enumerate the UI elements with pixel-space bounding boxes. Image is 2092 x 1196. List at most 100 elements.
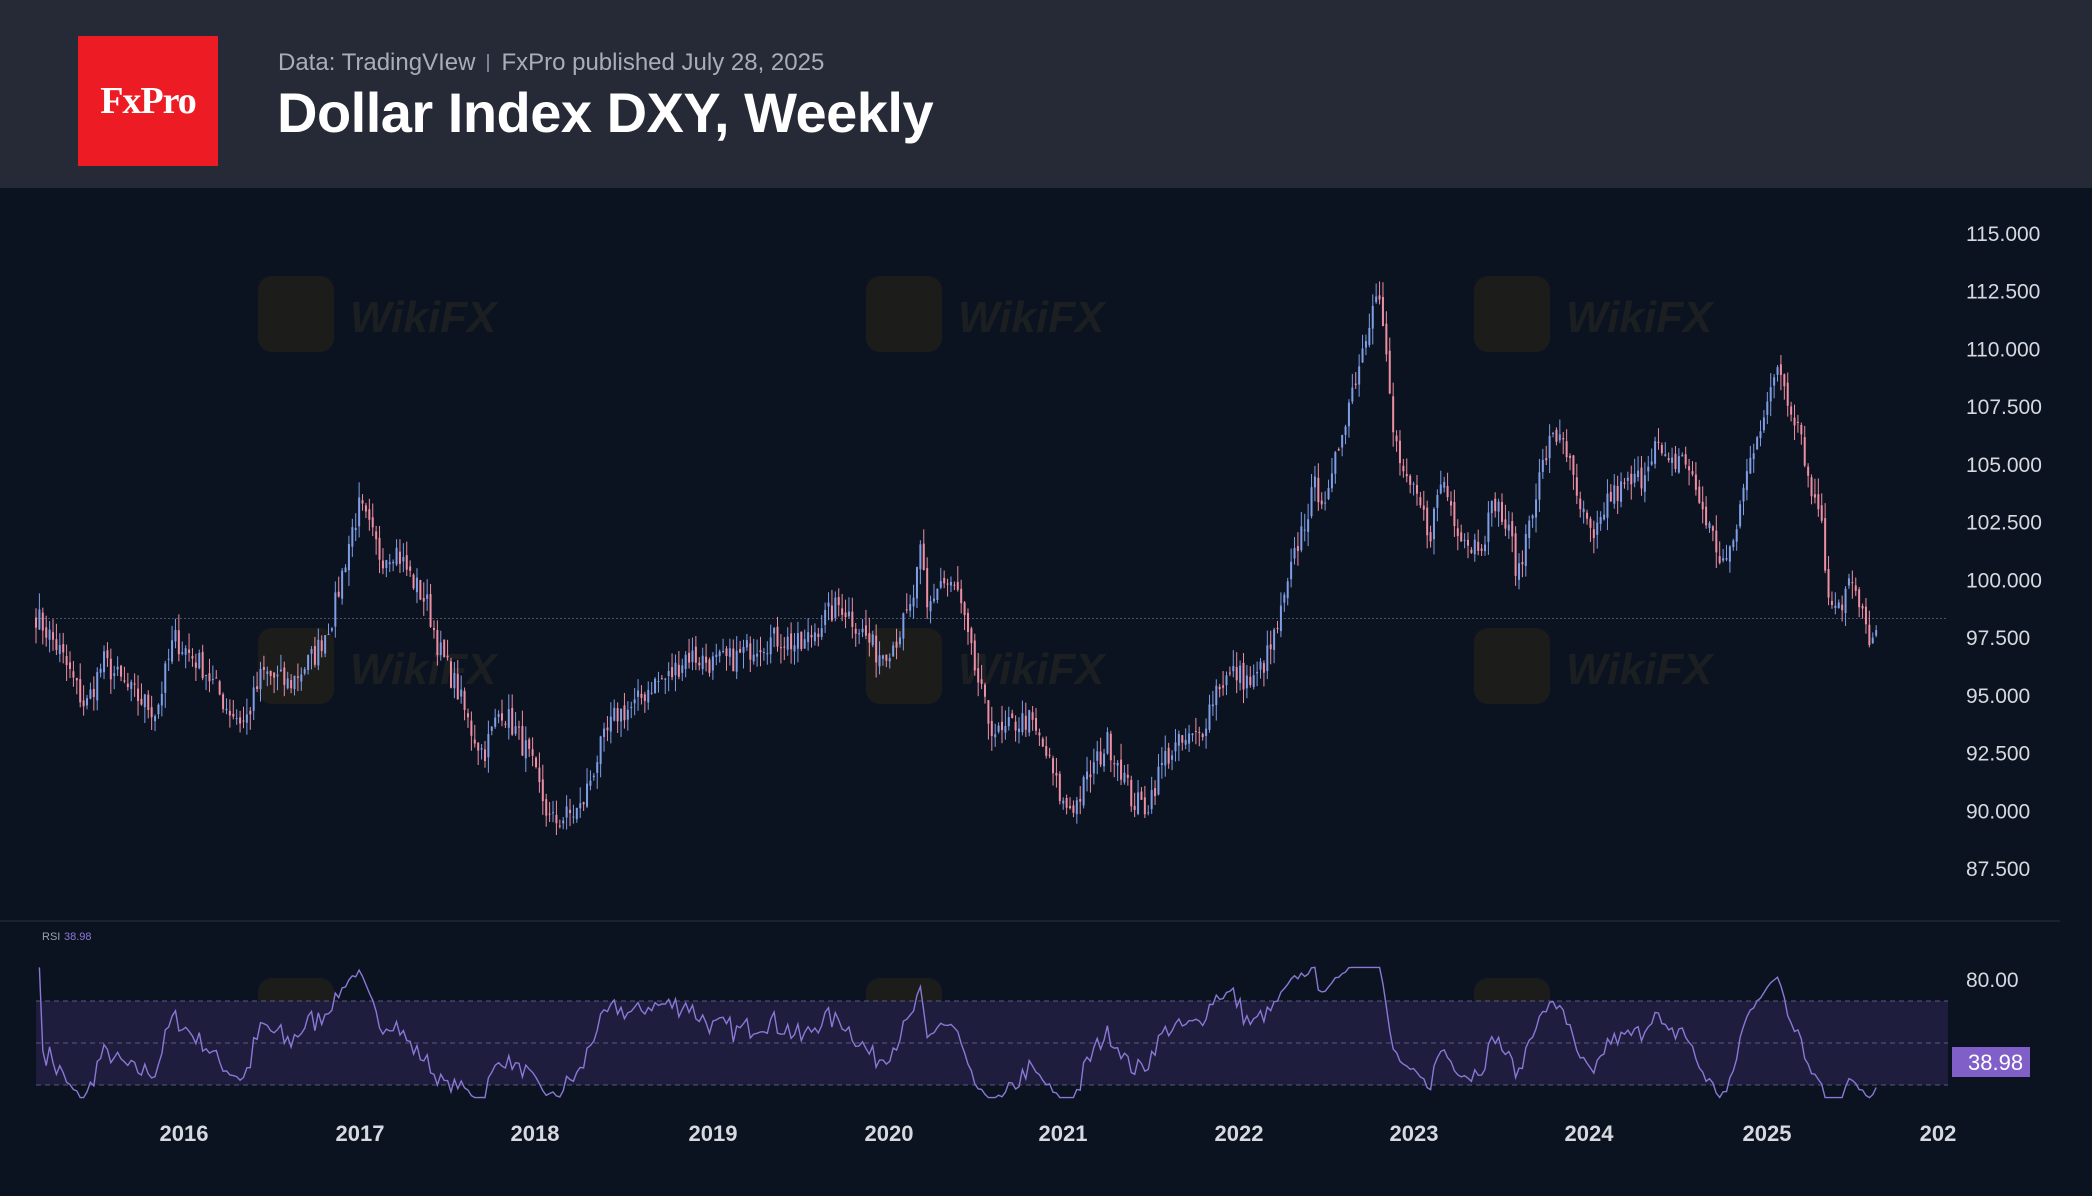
price-candle <box>269 670 272 685</box>
candle-body <box>1711 526 1714 531</box>
price-candle <box>351 518 354 557</box>
candle-body <box>1225 675 1228 686</box>
price-candle <box>344 564 347 573</box>
price-candle <box>160 681 163 717</box>
price-candle <box>773 626 776 648</box>
candle-body <box>1259 661 1262 670</box>
price-candle <box>35 608 37 644</box>
price-candle <box>303 666 306 676</box>
price-candle <box>1256 661 1259 687</box>
candle-body <box>691 650 694 663</box>
candle-body <box>1164 751 1167 766</box>
price-candle <box>188 633 191 662</box>
price-candle <box>766 641 769 665</box>
candle-body <box>381 560 384 569</box>
candle-body <box>1058 773 1061 802</box>
price-candle <box>603 722 606 752</box>
candle-body <box>1830 600 1833 605</box>
price-candle <box>1609 484 1612 503</box>
price-candle <box>273 672 276 694</box>
price-candle <box>735 636 738 680</box>
price-candle <box>1398 430 1401 476</box>
price-candle <box>296 663 299 692</box>
candle-body <box>1160 762 1163 766</box>
price-candle <box>664 677 667 695</box>
price-candle <box>1660 442 1663 456</box>
price-candle <box>728 638 731 666</box>
price-candle <box>1545 445 1548 466</box>
price-candle <box>732 639 735 672</box>
price-candle <box>1018 717 1021 744</box>
candle-body <box>1004 726 1007 733</box>
price-candle <box>1412 481 1415 496</box>
price-candle <box>1749 445 1752 474</box>
candle-body <box>807 632 810 643</box>
candle-body <box>715 654 718 658</box>
price-candle <box>262 655 265 680</box>
candle-body <box>1507 524 1510 531</box>
price-candle <box>878 641 881 675</box>
candle-body <box>1518 563 1521 580</box>
price-candle <box>691 637 694 671</box>
candle-body <box>1140 791 1143 800</box>
price-candle <box>596 755 599 789</box>
candle-body <box>1174 742 1177 752</box>
candle-body <box>1290 561 1293 580</box>
candle-body <box>800 631 803 650</box>
price-candle <box>1069 797 1072 810</box>
candle-body <box>443 639 446 658</box>
candle-body <box>215 677 218 679</box>
price-candle <box>507 694 510 740</box>
price-candle <box>494 708 497 729</box>
price-candle <box>674 654 677 692</box>
candle-body <box>711 656 714 671</box>
candle-body <box>1466 539 1469 546</box>
candle-body <box>470 720 473 736</box>
candle-body <box>1623 482 1626 484</box>
price-candle <box>1456 519 1459 551</box>
price-candle <box>1048 747 1051 759</box>
candle-body <box>912 597 915 607</box>
watermark-logo-icon <box>1474 276 1550 352</box>
price-candle <box>1548 424 1551 473</box>
price-candle <box>381 548 384 575</box>
candle-body <box>939 581 942 588</box>
candle-body <box>1599 517 1602 524</box>
price-candle <box>453 662 456 699</box>
price-candle <box>708 657 711 677</box>
price-candle <box>640 685 643 705</box>
candle-body <box>181 652 184 654</box>
price-candle <box>1562 431 1565 455</box>
price-candle <box>1769 373 1772 417</box>
price-candle <box>150 695 153 730</box>
price-candle <box>1599 511 1602 531</box>
price-candle <box>1058 771 1061 805</box>
candle-body <box>820 628 823 637</box>
price-candle <box>647 681 650 710</box>
price-candle <box>1293 536 1296 565</box>
price-candle <box>157 703 160 719</box>
candle-body <box>1239 665 1242 683</box>
price-candle <box>154 714 157 732</box>
price-candle <box>1436 489 1439 522</box>
candle-body <box>1222 685 1225 688</box>
price-candle <box>1014 715 1017 742</box>
price-candle <box>1745 458 1748 501</box>
price-candle <box>1327 479 1330 501</box>
price-candle <box>660 674 663 680</box>
candle-body <box>1864 606 1867 625</box>
time-tick-label: 2021 <box>1039 1121 1088 1146</box>
candle-body <box>1211 704 1214 707</box>
price-candle <box>868 617 871 657</box>
candle-body <box>1847 578 1850 586</box>
price-candle <box>790 622 793 664</box>
candle-body <box>327 634 330 636</box>
price-candle <box>456 659 459 700</box>
candle-body <box>1191 733 1194 736</box>
price-candle <box>892 641 895 657</box>
price-candle <box>922 529 925 571</box>
price-candle <box>1582 500 1585 524</box>
price-candle <box>997 722 1000 734</box>
candle-body <box>1460 532 1463 542</box>
price-candle <box>1341 434 1344 457</box>
